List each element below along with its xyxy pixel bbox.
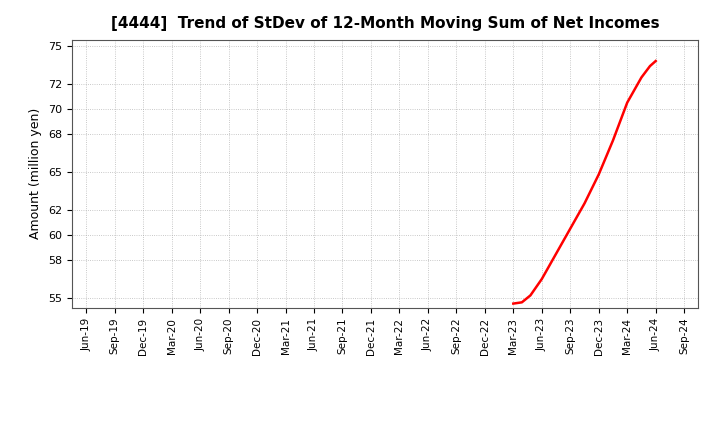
Title: [4444]  Trend of StDev of 12-Month Moving Sum of Net Incomes: [4444] Trend of StDev of 12-Month Moving… bbox=[111, 16, 660, 32]
Y-axis label: Amount (million yen): Amount (million yen) bbox=[30, 108, 42, 239]
